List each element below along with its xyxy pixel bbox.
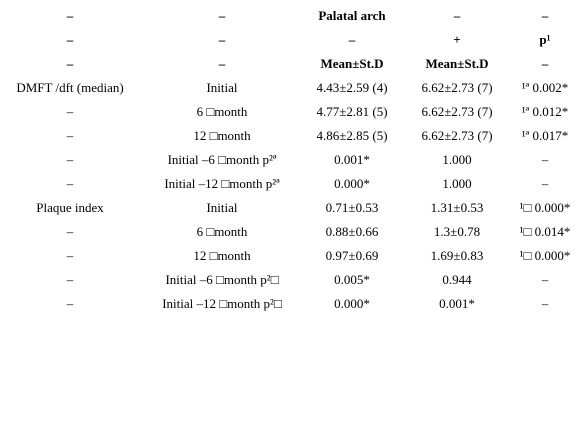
- table-cell: –: [541, 272, 549, 287]
- table-cell: –: [66, 224, 74, 239]
- table-cell: –: [66, 104, 74, 119]
- table-cell: –: [66, 296, 74, 311]
- table-cell: –: [541, 176, 549, 191]
- table-cell: 4.43±2.59 (4): [316, 80, 388, 95]
- table-cell: 1.3±0.78: [433, 224, 481, 239]
- table-cell: ¹ª 0.017*: [521, 128, 569, 143]
- table-cell: 0.88±0.66: [325, 224, 379, 239]
- table-cell: –: [453, 8, 461, 23]
- table-cell: +: [453, 32, 461, 47]
- table-cell: Initial: [206, 200, 238, 215]
- table-cell: –: [66, 32, 74, 47]
- table-cell: 4.86±2.85 (5): [316, 128, 388, 143]
- table-cell: Mean±St.D: [320, 56, 384, 71]
- table-cell: ¹□ 0.000*: [519, 200, 571, 215]
- table-cell: –: [66, 128, 74, 143]
- table-cell: 0.000*: [334, 296, 370, 311]
- table-cell: 1.000: [442, 152, 472, 167]
- table-cell: ¹ª 0.012*: [521, 104, 569, 119]
- table-cell: –: [66, 8, 74, 23]
- table-cell: 0.000*: [334, 176, 370, 191]
- table-cell: 0.001*: [439, 296, 475, 311]
- table-cell: Initial –12 □month p²ª: [164, 176, 280, 191]
- table-cell: 0.97±0.69: [325, 248, 379, 263]
- table-cell: 1.31±0.53: [430, 200, 484, 215]
- table-cell: p¹: [539, 32, 551, 47]
- table-cell: DMFT /dft (median): [16, 80, 124, 95]
- table-cell: 12 □month: [193, 248, 251, 263]
- table-cell: 6 □month: [196, 104, 248, 119]
- table-cell: –: [66, 248, 74, 263]
- table-cell: Initial –12 □month p²□: [162, 296, 282, 311]
- table-cell: Mean±St.D: [425, 56, 489, 71]
- table-cell: 1.000: [442, 176, 472, 191]
- table-cell: Palatal arch: [318, 8, 386, 23]
- table-cell: Initial: [206, 80, 238, 95]
- table-cell: 0.001*: [334, 152, 370, 167]
- table-cell: –: [541, 56, 549, 71]
- table-cell: Initial –6 □month p²□: [165, 272, 279, 287]
- table-cell: Initial –6 □month p²ª: [167, 152, 277, 167]
- table-cell: –: [218, 8, 226, 23]
- table-cell: 1.69±0.83: [430, 248, 484, 263]
- table-cell: Plaque index: [36, 200, 104, 215]
- table-cell: ¹□ 0.000*: [519, 248, 571, 263]
- table-cell: 6.62±2.73 (7): [421, 128, 493, 143]
- table-cell: ¹ª 0.002*: [521, 80, 569, 95]
- table-cell: –: [66, 176, 74, 191]
- table-cell: –: [66, 272, 74, 287]
- table-cell: –: [218, 56, 226, 71]
- table-cell: –: [218, 32, 226, 47]
- table-cell: –: [66, 56, 74, 71]
- table-cell: –: [541, 152, 549, 167]
- table-cell: 0.005*: [334, 272, 370, 287]
- table-cell: 0.71±0.53: [325, 200, 379, 215]
- table-cell: –: [348, 32, 356, 47]
- table-cell: 4.77±2.81 (5): [316, 104, 388, 119]
- table-cell: 6.62±2.73 (7): [421, 104, 493, 119]
- table-cell: –: [541, 296, 549, 311]
- table-cell: 0.944: [442, 272, 472, 287]
- table-cell: 6.62±2.73 (7): [421, 80, 493, 95]
- table-cell: 12 □month: [193, 128, 251, 143]
- table-cell: ¹□ 0.014*: [519, 224, 571, 239]
- table-cell: –: [66, 152, 74, 167]
- table-cell: 6 □month: [196, 224, 248, 239]
- table-cell: –: [541, 8, 549, 23]
